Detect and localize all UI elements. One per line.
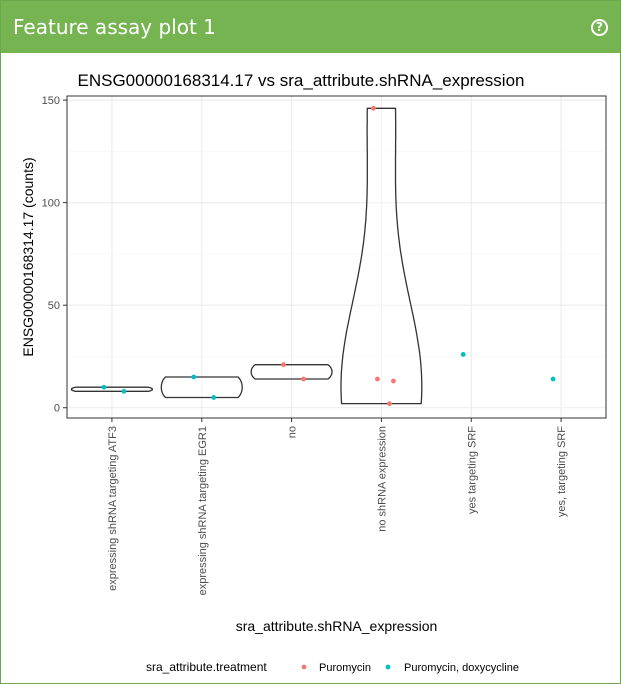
y-tick-label: 50 bbox=[48, 300, 60, 312]
data-point bbox=[281, 362, 286, 368]
grid-lines bbox=[67, 96, 606, 418]
legend-label-puromycin: Puromycin bbox=[319, 662, 371, 674]
x-tick-label: no bbox=[287, 426, 299, 438]
question-circle-icon[interactable]: ? bbox=[591, 18, 608, 36]
data-point bbox=[371, 105, 376, 111]
data-point bbox=[301, 376, 306, 382]
data-point bbox=[191, 374, 197, 380]
x-tick-label: yes targeting SRF bbox=[466, 426, 478, 514]
violin-no bbox=[250, 364, 333, 380]
legend: sra_attribute.treatment Puromycin Puromyci… bbox=[146, 660, 519, 674]
y-tick-label: 0 bbox=[54, 403, 60, 415]
data-point bbox=[550, 376, 556, 382]
x-tick-label: expressing shRNA targeting ATF3 bbox=[107, 426, 119, 591]
legend-label-puromycin-doxycycline: Puromycin, doxycycline bbox=[404, 662, 519, 674]
data-point bbox=[391, 378, 396, 384]
violins bbox=[70, 107, 423, 405]
legend-title: sra_attribute.treatment bbox=[146, 660, 267, 674]
panel-title: Feature assay plot 1 bbox=[13, 15, 216, 39]
x-axis: expressing shRNA targeting ATF3 expressin… bbox=[107, 418, 568, 595]
y-axis: 0 50 100 150 bbox=[42, 95, 67, 415]
data-point bbox=[121, 388, 127, 394]
chart-title: ENSG00000168314.17 vs sra_attribute.shRN… bbox=[78, 71, 525, 90]
violin-no-shrna-expression bbox=[340, 107, 423, 405]
panel-header: Feature assay plot 1 ? bbox=[1, 1, 620, 53]
data-point bbox=[375, 376, 380, 382]
x-tick-label: expressing shRNA targeting EGR1 bbox=[197, 426, 209, 595]
x-tick-label: yes, targeting SRF bbox=[556, 426, 568, 517]
legend-swatch-puromycin bbox=[301, 664, 307, 670]
x-tick-label: no shRNA expression bbox=[376, 426, 388, 532]
violin-expressing-shrna-targeting-atf3 bbox=[70, 386, 153, 392]
y-tick-label: 100 bbox=[42, 198, 60, 210]
y-axis-title: ENSG00000168314.17 (counts) bbox=[20, 157, 36, 356]
data-point bbox=[460, 352, 466, 357]
data-point bbox=[211, 395, 217, 400]
y-tick-label: 150 bbox=[42, 95, 60, 107]
feature-assay-chart: ENSG00000168314.17 vs sra_attribute.shRN… bbox=[20, 71, 607, 674]
data-points bbox=[101, 105, 556, 407]
legend-swatch-puromycin-doxycycline bbox=[385, 664, 391, 670]
data-point bbox=[387, 401, 392, 407]
x-axis-title: sra_attribute.shRNA_expression bbox=[236, 618, 438, 634]
data-point bbox=[101, 384, 107, 390]
violin-expressing-shrna-targeting-egr1 bbox=[160, 376, 243, 399]
plot-frame bbox=[66, 95, 607, 419]
